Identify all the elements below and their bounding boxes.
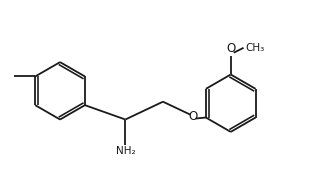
Text: O: O xyxy=(226,42,235,55)
Text: O: O xyxy=(188,110,197,123)
Text: NH₂: NH₂ xyxy=(115,146,135,156)
Text: CH₃: CH₃ xyxy=(245,43,265,53)
